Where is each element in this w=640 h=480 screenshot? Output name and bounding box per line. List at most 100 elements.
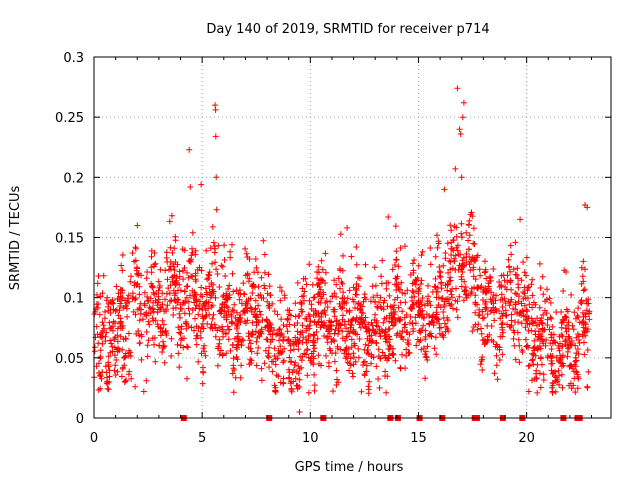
data-point	[139, 316, 146, 323]
y-tick-label: 0	[76, 412, 84, 427]
data-point	[201, 348, 208, 355]
data-point	[470, 273, 477, 280]
data-point	[528, 281, 535, 288]
data-point	[323, 325, 330, 332]
data-point	[245, 344, 252, 351]
data-point	[246, 337, 253, 344]
data-point	[409, 280, 416, 287]
data-point	[106, 373, 113, 380]
data-point	[534, 315, 541, 322]
data-point	[490, 266, 497, 272]
data-point	[121, 379, 128, 385]
data-point	[150, 263, 157, 270]
data-point	[585, 296, 592, 303]
data-point	[160, 342, 167, 349]
data-point	[417, 281, 424, 287]
data-point	[143, 275, 150, 282]
data-point	[258, 377, 265, 384]
data-point	[568, 291, 575, 298]
data-point	[385, 355, 392, 362]
data-point	[376, 330, 383, 336]
data-point	[245, 333, 252, 340]
data-point	[540, 371, 547, 378]
data-point	[383, 389, 390, 396]
data-point	[365, 321, 372, 328]
data-point	[382, 368, 389, 375]
data-point	[466, 261, 473, 268]
data-point	[184, 375, 190, 382]
data-point	[322, 299, 329, 306]
data-point	[176, 329, 183, 336]
data-point	[275, 373, 282, 380]
data-point	[206, 283, 213, 290]
data-point	[520, 259, 527, 266]
data-point	[214, 362, 221, 369]
data-point	[106, 319, 113, 326]
data-point	[263, 316, 270, 323]
data-point	[381, 352, 388, 359]
data-point	[144, 342, 151, 349]
data-point	[274, 311, 281, 318]
data-point	[259, 317, 266, 324]
data-point	[508, 286, 515, 293]
data-point	[348, 253, 355, 260]
data-point	[482, 268, 489, 275]
data-point	[189, 229, 196, 236]
data-point	[448, 227, 455, 234]
data-point	[136, 317, 143, 324]
data-point	[353, 314, 360, 321]
data-point	[447, 258, 454, 265]
data-point	[318, 318, 325, 325]
data-point	[315, 352, 322, 359]
data-point	[518, 277, 525, 284]
data-point	[539, 273, 546, 280]
data-point	[221, 242, 228, 249]
data-point	[512, 239, 519, 246]
data-point	[223, 303, 230, 310]
data-point	[179, 335, 185, 342]
data-point	[440, 334, 447, 341]
data-point	[368, 351, 375, 358]
data-point	[499, 296, 506, 303]
data-point	[219, 263, 226, 270]
data-point	[204, 276, 211, 283]
data-point	[261, 269, 268, 276]
data-point	[227, 254, 234, 261]
data-point	[116, 307, 123, 314]
data-point	[111, 336, 118, 343]
data-point	[100, 272, 107, 279]
data-point	[434, 284, 441, 291]
data-point	[261, 360, 268, 367]
data-point	[579, 273, 586, 280]
data-point	[382, 354, 389, 361]
data-point	[541, 307, 548, 314]
data-point	[398, 333, 405, 340]
data-point	[154, 302, 161, 309]
data-point	[96, 360, 102, 367]
data-point	[434, 232, 440, 239]
data-point	[549, 384, 555, 391]
data-point	[316, 283, 323, 290]
data-point	[207, 294, 214, 301]
data-point	[198, 181, 205, 188]
data-point	[290, 338, 297, 345]
data-point	[515, 284, 522, 291]
data-point	[301, 297, 307, 304]
data-point	[567, 362, 574, 369]
data-point	[276, 337, 283, 344]
data-point	[378, 280, 385, 287]
data-point	[171, 245, 178, 252]
data-point	[99, 340, 106, 347]
data-point	[524, 295, 531, 302]
data-point	[337, 267, 344, 274]
data-point	[277, 343, 284, 350]
data-point	[425, 282, 431, 289]
data-point	[310, 337, 317, 344]
data-point	[111, 352, 118, 359]
data-point	[256, 308, 263, 315]
data-points	[91, 85, 593, 415]
data-point	[437, 274, 444, 280]
data-point	[189, 307, 196, 313]
data-point	[187, 292, 194, 299]
data-point	[457, 131, 464, 137]
